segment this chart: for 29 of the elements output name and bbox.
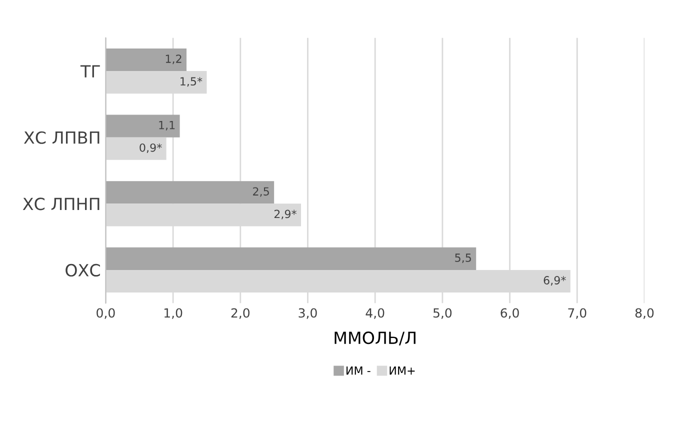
data-label: 5,5 (455, 254, 471, 264)
x-tick-label: 6,0 (500, 308, 519, 319)
bar (106, 114, 180, 138)
x-tick-label: 3,0 (298, 308, 317, 319)
x-tick-label: 5,0 (433, 308, 452, 319)
bar (106, 137, 166, 160)
data-label: 1,1 (159, 121, 175, 130)
legend-label: ИМ+ (390, 366, 415, 375)
data-label: 1,5* (180, 77, 202, 87)
x-tick-label: 7,0 (568, 308, 586, 319)
x-tick-label: 0,0 (96, 308, 115, 319)
y-tick-label: ХС ЛПНП (22, 198, 100, 210)
data-label: 0,9* (140, 143, 162, 153)
x-tick-label: 8,0 (635, 308, 654, 319)
data-label: 1,2 (166, 54, 182, 64)
data-label: 6,9* (544, 276, 566, 286)
bar (106, 181, 274, 204)
x-tick-label: 4,0 (366, 308, 384, 319)
y-tick-label: ХС ЛПВП (24, 131, 100, 144)
x-axis-title: ММОЛЬ/Л (334, 331, 416, 346)
legend-label: ИМ - (346, 366, 370, 375)
y-tick-label: ТГ (80, 65, 100, 78)
data-label: 2,9* (274, 210, 297, 220)
bar (106, 247, 476, 270)
data-label: 2,5 (253, 187, 269, 197)
y-tick-label: ОХС (66, 264, 100, 277)
bar (106, 48, 187, 72)
x-tick-label: 2,0 (231, 308, 250, 319)
x-tick-label: 1,0 (164, 308, 182, 319)
